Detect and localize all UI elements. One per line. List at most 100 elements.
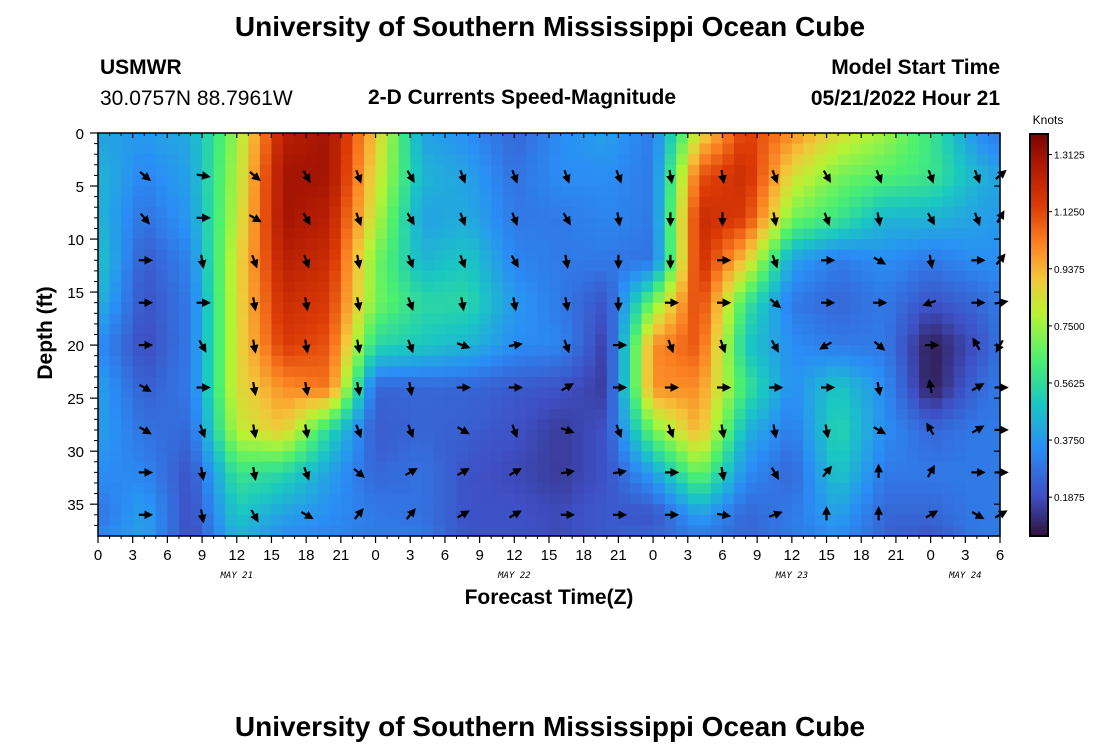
heatmap-cell — [132, 398, 145, 410]
heatmap-cell — [514, 207, 527, 219]
heatmap-cell — [468, 292, 481, 304]
heatmap-cell — [502, 408, 515, 420]
heatmap-cell — [930, 164, 943, 177]
heatmap-cell — [144, 281, 157, 293]
heatmap-cell — [398, 313, 411, 325]
heatmap-cell — [722, 154, 735, 166]
heatmap-cell — [375, 355, 388, 367]
heatmap-cell — [375, 429, 388, 442]
heatmap-cell — [919, 366, 932, 378]
heatmap-cell — [352, 514, 365, 526]
heatmap-cell — [144, 313, 157, 325]
heatmap-cell — [606, 270, 619, 283]
heatmap-cell — [363, 207, 377, 219]
heatmap-cell — [202, 398, 215, 410]
heatmap-cell — [965, 228, 978, 240]
heatmap-cell — [363, 196, 377, 208]
heatmap-cell — [410, 217, 423, 230]
heatmap-cell — [456, 493, 469, 505]
heatmap-cell — [953, 482, 966, 495]
heatmap-cell — [560, 281, 573, 293]
heatmap-cell — [560, 376, 573, 389]
heatmap-cell — [132, 323, 145, 336]
heatmap-cell — [340, 451, 354, 463]
heatmap-cell — [953, 313, 966, 325]
heatmap-cell — [849, 133, 862, 145]
heatmap-cell — [745, 525, 758, 537]
heatmap-cell — [456, 472, 469, 484]
heatmap-cell — [352, 270, 365, 283]
heatmap-cell — [283, 334, 296, 346]
heatmap-cell — [202, 482, 215, 495]
heatmap-cell — [583, 239, 596, 251]
heatmap-cell — [768, 366, 781, 378]
heatmap-cell — [849, 217, 862, 230]
heatmap-cell — [803, 504, 816, 516]
heatmap-cell — [167, 260, 180, 272]
heatmap-cell — [202, 302, 215, 314]
heatmap-cell — [606, 239, 619, 251]
heatmap-cell — [664, 133, 677, 145]
heatmap-cell — [861, 281, 874, 293]
heatmap-cell — [190, 514, 203, 526]
heatmap-cell — [306, 196, 319, 208]
heatmap-cell — [676, 196, 689, 208]
heatmap-cell — [479, 239, 492, 251]
heatmap-cell — [398, 514, 411, 526]
heatmap-cell — [155, 514, 168, 526]
heatmap-cell — [375, 440, 388, 452]
heatmap-cell — [618, 313, 631, 325]
heatmap-cell — [294, 186, 307, 198]
heatmap-cell — [167, 355, 180, 367]
heatmap-cell — [699, 429, 712, 442]
heatmap-cell — [479, 196, 492, 208]
heatmap-cell — [352, 249, 365, 261]
heatmap-cell — [953, 472, 966, 484]
heatmap-cell — [340, 461, 354, 473]
heatmap-cell — [144, 260, 157, 272]
date-label: MAY 22 — [497, 571, 531, 581]
heatmap-cell — [294, 493, 307, 505]
heatmap-cell — [676, 366, 689, 378]
heatmap-cell — [213, 281, 226, 293]
heatmap-cell — [121, 366, 134, 378]
heatmap-cell — [919, 334, 932, 346]
heatmap-cell — [699, 514, 712, 526]
heatmap-cell — [641, 154, 654, 166]
heatmap-cell — [988, 313, 1001, 325]
heatmap-cell — [178, 302, 192, 314]
heatmap-cell — [872, 292, 885, 304]
heatmap-cell — [953, 164, 966, 177]
heatmap-cell — [907, 482, 920, 495]
heatmap-cell — [629, 217, 643, 230]
heatmap-cell — [294, 302, 307, 314]
heatmap-cell — [919, 175, 932, 187]
heatmap-cell — [884, 292, 897, 304]
heatmap-cell — [514, 164, 527, 177]
heatmap-cell — [595, 228, 608, 240]
heatmap-cell — [537, 196, 550, 208]
heatmap-cell — [768, 323, 781, 336]
heatmap-cell — [271, 302, 284, 314]
heatmap-cell — [340, 398, 354, 410]
heatmap-cell — [398, 175, 411, 187]
heatmap-cell — [398, 217, 411, 230]
heatmap-cell — [722, 133, 735, 145]
heatmap-cell — [699, 387, 712, 399]
heatmap-cell — [572, 270, 585, 283]
heatmap-cell — [109, 525, 122, 537]
heatmap-cell — [583, 133, 596, 145]
heatmap-cell — [595, 302, 608, 314]
heatmap-cell — [259, 260, 273, 272]
heatmap-cell — [641, 228, 654, 240]
heatmap-cell — [618, 217, 631, 230]
heatmap-cell — [595, 323, 608, 336]
heatmap-cell — [780, 355, 793, 367]
heatmap-cell — [155, 133, 168, 145]
heatmap-cell — [468, 355, 481, 367]
heatmap-cell — [479, 143, 492, 155]
heatmap-cell — [884, 239, 897, 251]
heatmap-cell — [259, 186, 273, 198]
x-tick-label: 21 — [333, 547, 350, 564]
current-arrow — [614, 424, 623, 439]
